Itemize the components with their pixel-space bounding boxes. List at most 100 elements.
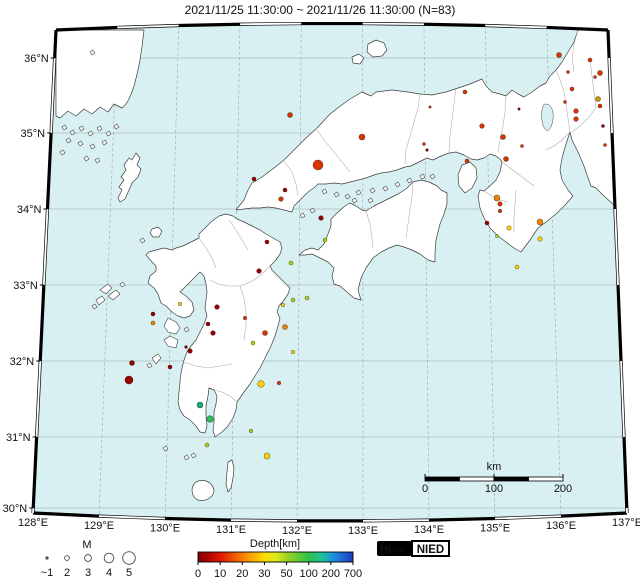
magnitude-legend-circle bbox=[123, 552, 136, 565]
longitude-label: 137°E bbox=[612, 517, 640, 529]
earthquake-marker bbox=[243, 316, 246, 319]
latitude-label: 34°N bbox=[17, 204, 42, 216]
earthquake-marker bbox=[130, 361, 135, 366]
earthquake-marker bbox=[281, 303, 284, 306]
earthquake-marker bbox=[264, 453, 270, 459]
longitude-label: 132°E bbox=[282, 525, 312, 537]
hinet-logo-suffix: -net bbox=[393, 547, 407, 556]
earthquake-marker bbox=[319, 216, 324, 221]
earthquake-marker bbox=[521, 145, 524, 148]
earthquake-marker bbox=[494, 195, 500, 201]
magnitude-legend-value: 5 bbox=[126, 567, 132, 579]
frame-edge bbox=[165, 519, 231, 521]
magnitude-legend-value: 2 bbox=[64, 567, 70, 579]
frame-edge-light bbox=[240, 24, 301, 25]
earthquake-marker bbox=[570, 87, 574, 91]
earthquake-marker bbox=[423, 143, 426, 146]
earthquake-marker bbox=[289, 261, 293, 265]
earthquake-marker bbox=[288, 113, 293, 118]
earthquake-marker bbox=[598, 71, 603, 76]
earthquake-marker bbox=[252, 177, 256, 181]
magnitude-legend-value: ~1 bbox=[41, 567, 54, 579]
longitude-label: 128°E bbox=[18, 517, 48, 529]
earthquake-marker bbox=[283, 188, 287, 192]
frame-edge bbox=[608, 30, 609, 58]
earthquake-marker bbox=[151, 321, 155, 325]
magnitude-legend-title: M bbox=[82, 539, 91, 551]
depth-tick-label: 10 bbox=[214, 568, 226, 579]
scalebar-segment bbox=[529, 477, 564, 481]
earthquake-marker bbox=[188, 349, 193, 354]
scalebar-segment bbox=[460, 477, 495, 481]
depth-tick-label: 200 bbox=[322, 568, 340, 579]
earthquake-marker bbox=[588, 58, 592, 62]
longitude-label: 136°E bbox=[546, 520, 576, 532]
earthquake-marker bbox=[197, 402, 203, 408]
frame-edge bbox=[55, 30, 56, 58]
earthquake-marker bbox=[283, 325, 288, 330]
latitude-label: 31°N bbox=[6, 432, 31, 444]
depth-tick-label: 700 bbox=[344, 568, 362, 579]
earthquake-marker bbox=[518, 108, 520, 110]
earthquake-marker bbox=[465, 159, 469, 163]
earthquake-marker bbox=[507, 226, 511, 230]
magnitude-legend-circle bbox=[104, 553, 114, 563]
depth-tick-label: 100 bbox=[300, 568, 318, 579]
earthquake-marker bbox=[496, 235, 499, 238]
scalebar-tick-label: 0 bbox=[422, 483, 428, 495]
map-title: 2021/11/25 11:30:00 ~ 2021/11/26 11:30:0… bbox=[185, 3, 456, 17]
earthquake-marker bbox=[498, 202, 502, 206]
depth-legend-title: Depth[km] bbox=[250, 538, 300, 550]
magnitude-legend-value: 4 bbox=[106, 567, 112, 579]
earthquake-marker bbox=[279, 197, 284, 202]
earthquake-marker bbox=[168, 365, 172, 369]
nied-logo-text: NIED bbox=[417, 544, 444, 556]
earthquake-marker bbox=[291, 298, 295, 302]
earthquake-marker bbox=[557, 53, 562, 58]
earthquake-marker bbox=[277, 381, 281, 385]
earthquake-marker bbox=[257, 269, 262, 274]
earthquake-marker bbox=[265, 240, 269, 244]
longitude-label: 130°E bbox=[150, 523, 180, 535]
magnitude-legend-value: 3 bbox=[85, 567, 91, 579]
frame-edge-light bbox=[231, 520, 297, 521]
hinet-logo-text: Hi bbox=[380, 544, 392, 556]
latitude-label: 33°N bbox=[13, 280, 38, 292]
earthquake-marker bbox=[305, 296, 309, 300]
frame-edge bbox=[429, 519, 495, 521]
latitude-label: 30°N bbox=[3, 503, 28, 515]
frame-edge bbox=[179, 24, 240, 25]
latitude-label: 32°N bbox=[10, 356, 35, 368]
earthquake-marker bbox=[504, 157, 509, 162]
depth-tick-label: 30 bbox=[258, 568, 270, 579]
earthquake-marker bbox=[185, 346, 188, 349]
earthquake-marker bbox=[211, 331, 216, 336]
earthquake-marker bbox=[426, 149, 429, 152]
scalebar-segment bbox=[425, 477, 460, 481]
yakushima-island bbox=[192, 480, 214, 500]
earthquake-marker bbox=[602, 125, 605, 128]
scalebar-tick-label: 200 bbox=[554, 483, 572, 495]
earthquake-marker bbox=[323, 238, 327, 242]
earthquake-marker bbox=[251, 341, 255, 345]
earthquake-marker bbox=[596, 97, 601, 102]
earthquake-marker bbox=[125, 376, 133, 384]
longitude-label: 135°E bbox=[480, 523, 510, 535]
earthquake-marker bbox=[485, 221, 489, 225]
earthquake-marker bbox=[567, 71, 570, 74]
magnitude-legend-circle bbox=[65, 556, 70, 561]
earthquake-marker bbox=[574, 117, 579, 122]
frame-edge-light bbox=[363, 520, 429, 521]
earthquake-marker bbox=[291, 350, 294, 353]
earthquake-marker bbox=[207, 416, 214, 423]
depth-tick-label: 0 bbox=[195, 568, 201, 579]
longitude-label: 131°E bbox=[216, 524, 246, 536]
scalebar-tick-label: 100 bbox=[485, 483, 503, 495]
magnitude-legend: M ~1 2 3 4 5 bbox=[41, 539, 136, 579]
earthquake-marker bbox=[515, 265, 519, 269]
magnitude-legend-circle bbox=[46, 557, 48, 559]
earthquake-marker bbox=[178, 302, 181, 305]
latitude-label: 36°N bbox=[24, 53, 49, 65]
